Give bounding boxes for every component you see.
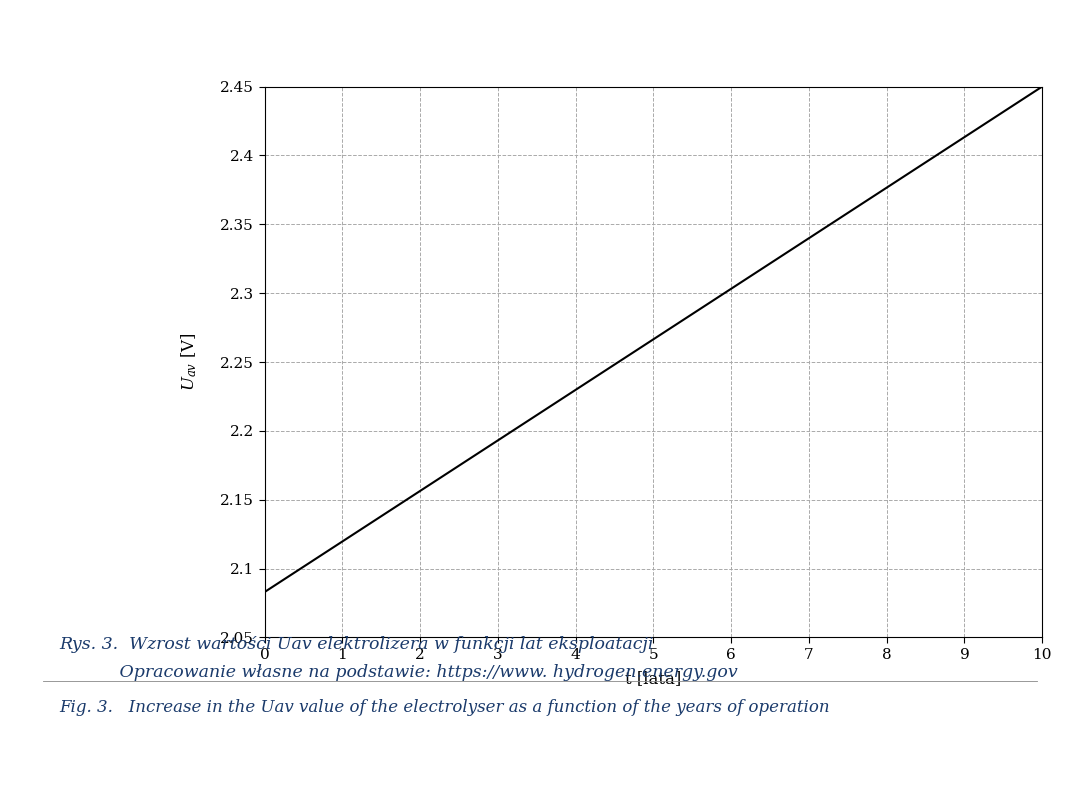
Text: Fig. 3.   Increase in the Uav value of the electrolyser as a function of the yea: Fig. 3. Increase in the Uav value of the… (59, 699, 831, 716)
Text: Opracowanie własne na podstawie: https://www. hydrogen.energy.gov: Opracowanie własne na podstawie: https:/… (59, 663, 738, 681)
X-axis label: t [lata]: t [lata] (625, 671, 681, 687)
Text: Rys. 3.  Wzrost wartości Uav elektrolizera w funkcji lat eksploatacji: Rys. 3. Wzrost wartości Uav elektrolizer… (59, 636, 653, 653)
Text: $U_{av}$ [V]: $U_{av}$ [V] (179, 333, 199, 391)
